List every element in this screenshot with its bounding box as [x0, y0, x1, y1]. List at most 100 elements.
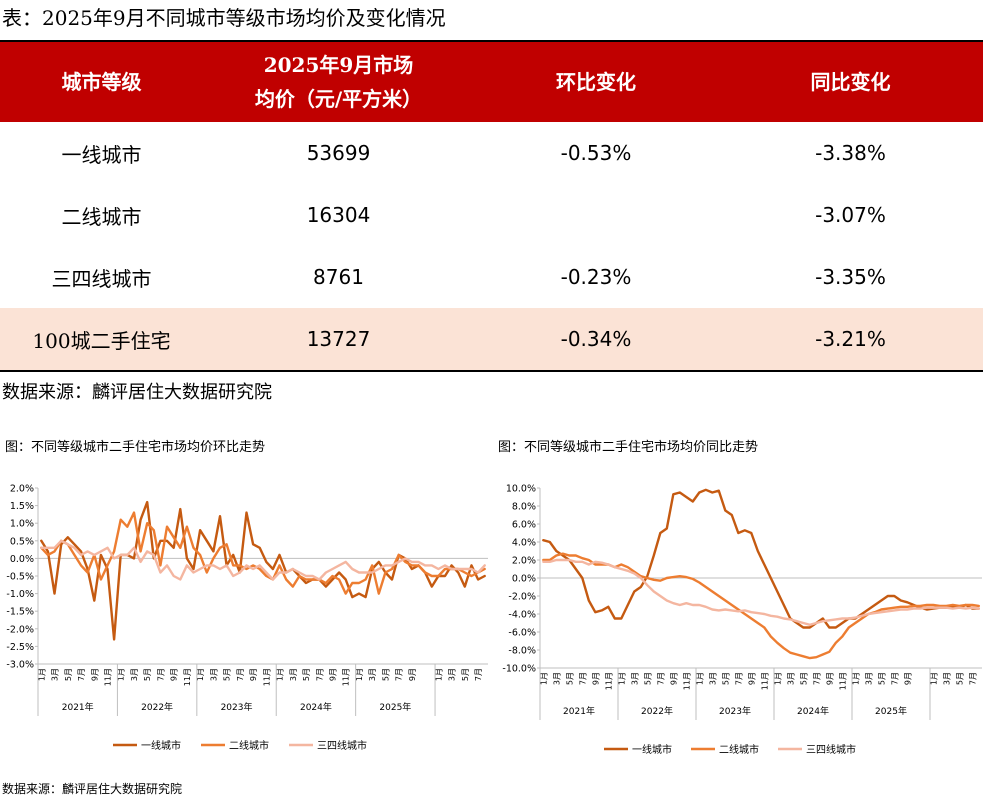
x-month-label: 7月	[890, 672, 899, 685]
x-month-label: 9月	[249, 668, 258, 681]
x-year-label: 2024年	[300, 701, 332, 713]
x-month-label: 3月	[552, 672, 561, 685]
y-tick-label: -2.0%	[6, 624, 34, 635]
x-month-label: 7月	[77, 668, 86, 681]
yoy-chart-title: 图：不同等级城市二手住宅市场均价同比走势	[498, 440, 759, 455]
table-top-rule	[0, 40, 983, 42]
yoy-change-cell: -3.35%	[815, 265, 886, 289]
x-month-label: 1月	[196, 668, 205, 681]
x-month-label: 11月	[342, 668, 351, 686]
x-month-label: 5月	[643, 672, 652, 685]
table-bottom-rule	[0, 370, 983, 372]
x-month-label: 3月	[51, 668, 60, 681]
x-month-label: 3月	[786, 672, 795, 685]
x-month-label: 1月	[929, 672, 938, 685]
x-month-label: 3月	[630, 672, 639, 685]
header-avg-price-line2: 均价（元/平方米）	[254, 87, 423, 111]
table-header-row: 城市等级 2025年9月市场 均价（元/平方米） 环比变化 同比变化	[0, 42, 983, 122]
x-year-label: 2022年	[641, 705, 673, 717]
mom-chart-title: 图：不同等级城市二手住宅市场均价环比走势	[5, 440, 266, 455]
x-month-label: 5月	[799, 672, 808, 685]
legend-label: 二线城市	[719, 743, 759, 756]
avg-price-cell: 8761	[313, 265, 364, 289]
y-tick-label: 1.5%	[10, 501, 34, 512]
x-month-label: 7月	[315, 668, 324, 681]
y-tick-label: -10.0%	[502, 664, 536, 675]
x-month-label: 3月	[708, 672, 717, 685]
header-mom-change: 环比变化	[474, 42, 718, 122]
y-tick-label: 1.0%	[10, 519, 34, 530]
y-tick-label: -3.0%	[6, 660, 34, 671]
y-tick-label: 0.5%	[10, 536, 34, 547]
y-tick-label: -0.5%	[6, 572, 34, 583]
series-line-2	[40, 511, 486, 595]
mom-change-cell: -0.34%	[474, 308, 718, 370]
y-tick-label: -1.5%	[6, 607, 34, 618]
x-month-label: 7月	[395, 668, 404, 681]
series-line-1	[542, 488, 980, 629]
x-month-label: 1月	[617, 672, 626, 685]
x-month-label: 5月	[143, 668, 152, 681]
yoy-change-cell: -3.38%	[815, 141, 886, 165]
mom-change-cell: -0.53%	[560, 141, 632, 165]
x-year-label: 2025年	[379, 701, 411, 713]
x-month-label: 1月	[117, 668, 126, 681]
x-month-label: 11月	[760, 672, 769, 690]
x-month-label: 5月	[877, 672, 886, 685]
price-table: 城市等级 2025年9月市场 均价（元/平方米） 环比变化 同比变化 一线城市 …	[0, 42, 983, 370]
header-avg-price-line1: 2025年9月市场	[263, 53, 414, 77]
legend-label: 一线城市	[632, 743, 672, 756]
x-month-label: 5月	[64, 668, 73, 681]
x-month-label: 11月	[838, 672, 847, 690]
table-row: 一线城市 53699 -0.53% -3.38%	[0, 122, 983, 184]
x-month-label: 3月	[864, 672, 873, 685]
avg-price-cell: 53699	[306, 141, 371, 165]
table-row: 三四线城市 8761 -0.23% -3.35%	[0, 246, 983, 308]
header-city-tier: 城市等级	[0, 42, 203, 122]
x-month-label: 3月	[289, 668, 298, 681]
mom-change-cell: -0.23%	[560, 265, 632, 289]
x-month-label: 9月	[747, 672, 756, 685]
x-month-label: 3月	[942, 672, 951, 685]
series-line-3	[542, 558, 980, 627]
y-tick-label: 4.0%	[512, 538, 536, 549]
legend-label: 二线城市	[229, 739, 269, 752]
city-tier-cell: 三四线城市	[51, 266, 152, 291]
legend-label: 一线城市	[141, 739, 181, 752]
avg-price-cell: 16304	[306, 203, 371, 227]
series-line-1	[40, 500, 486, 641]
table-row-highlighted: 100城二手住宅 13727 -0.34% -3.21%	[0, 308, 983, 370]
legend-label: 三四线城市	[317, 739, 367, 752]
y-tick-label: -4.0%	[508, 610, 536, 621]
x-month-label: 5月	[302, 668, 311, 681]
x-month-label: 3月	[448, 668, 457, 681]
x-year-label: 2023年	[719, 705, 751, 717]
y-tick-label: -6.0%	[508, 628, 536, 639]
x-month-label: 7月	[734, 672, 743, 685]
y-tick-label: -2.0%	[508, 592, 536, 603]
avg-price-cell: 13727	[203, 308, 474, 370]
x-month-label: 1月	[37, 668, 46, 681]
series-line-3	[40, 539, 486, 581]
x-month-label: 7月	[968, 672, 977, 685]
x-year-label: 2022年	[141, 701, 173, 713]
header-avg-price: 2025年9月市场 均价（元/平方米）	[203, 42, 474, 122]
x-month-label: 1月	[539, 672, 548, 685]
page-title: 表：2025年9月不同城市等级市场均价及变化情况	[2, 6, 446, 30]
table-source-note: 数据来源：麟评居住大数据研究院	[2, 382, 272, 403]
x-month-label: 9月	[903, 672, 912, 685]
x-month-label: 5月	[565, 672, 574, 685]
x-month-label: 1月	[355, 668, 364, 681]
x-month-label: 9月	[591, 672, 600, 685]
y-tick-label: 2.0%	[10, 484, 34, 495]
y-tick-label: 0.0%	[10, 554, 34, 565]
x-month-label: 5月	[223, 668, 232, 681]
yoy-change-cell: -3.21%	[718, 308, 983, 370]
x-month-label: 1月	[276, 668, 285, 681]
x-month-label: 1月	[773, 672, 782, 685]
y-tick-label: 10.0%	[506, 484, 536, 495]
yoy-change-cell: -3.07%	[815, 203, 886, 227]
x-month-label: 5月	[381, 668, 390, 681]
x-month-label: 5月	[461, 668, 470, 681]
x-month-label: 7月	[812, 672, 821, 685]
